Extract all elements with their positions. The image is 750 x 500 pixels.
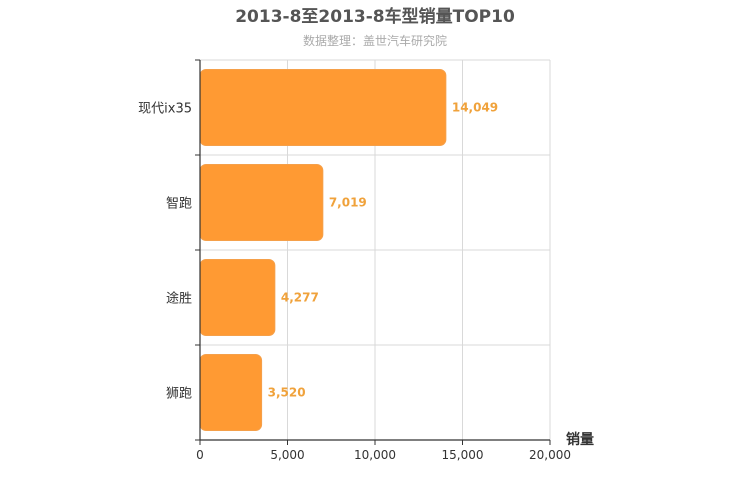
- bar-1: [199, 164, 324, 241]
- value-label: 14,049: [452, 101, 498, 115]
- bar-0: [199, 69, 447, 146]
- bar-2: [199, 259, 276, 336]
- x-tick-label: 15,000: [442, 448, 484, 462]
- x-tick-label: 10,000: [354, 448, 396, 462]
- bars: 14,049 7,019 4,277 3,520: [199, 69, 498, 431]
- category-label: 智跑: [166, 197, 192, 212]
- chart-title: 2013-8至2013-8车型销量TOP10: [235, 6, 515, 27]
- x-axis-title: 销量: [566, 431, 594, 448]
- category-label: 狮跑: [166, 387, 192, 402]
- x-tick-label: 20,000: [529, 448, 571, 462]
- x-tick-label: 5,000: [270, 448, 304, 462]
- chart-subtitle: 数据整理：盖世汽车研究院: [303, 33, 447, 48]
- value-label: 4,277: [281, 291, 319, 305]
- category-label: 现代ix35: [138, 102, 192, 117]
- bar-3: [199, 354, 263, 431]
- value-label: 7,019: [329, 196, 367, 210]
- value-label: 3,520: [268, 386, 306, 400]
- category-label: 途胜: [166, 291, 192, 307]
- x-tick-label: 0: [196, 448, 204, 462]
